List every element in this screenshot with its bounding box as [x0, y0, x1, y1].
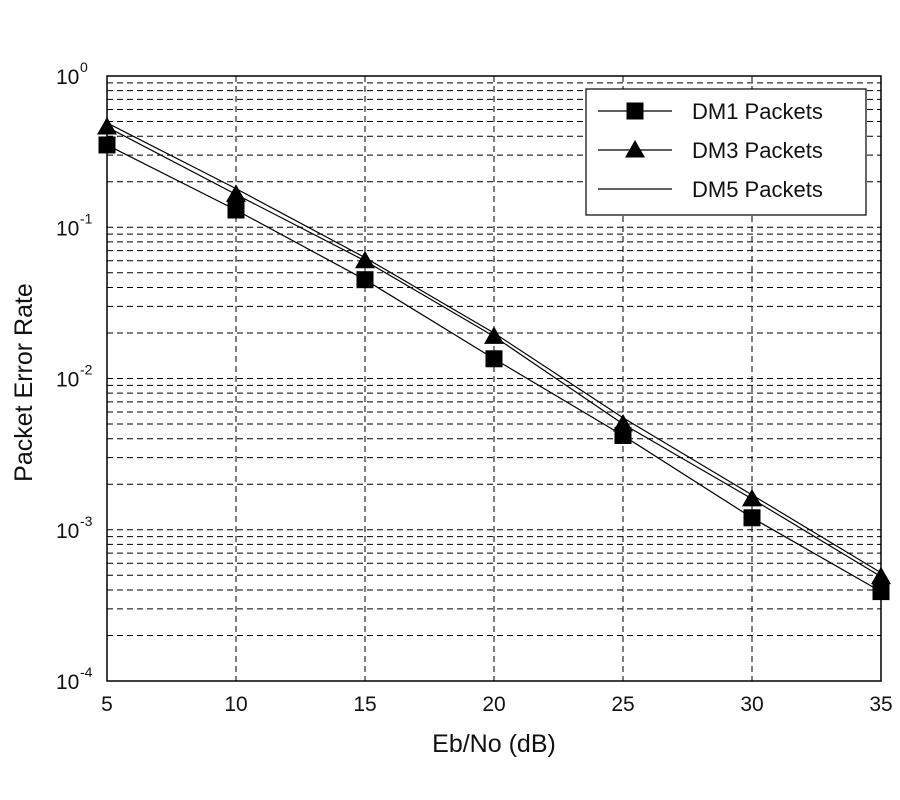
x-tick-label: 35 — [869, 693, 892, 716]
y-tick-exponent: -4 — [80, 664, 93, 680]
data-point-triangle — [355, 250, 375, 269]
series-3 — [106, 122, 882, 574]
data-point-triangle — [226, 184, 246, 202]
y-tick-label: 10 -4 — [56, 664, 93, 694]
data-point-triangle — [871, 566, 891, 585]
data-point-triangle — [484, 326, 504, 344]
legend: DM1 Packets DM3 Packets DM5 Packets — [585, 88, 867, 216]
x-tick-labels: 5 10 15 20 25 30 35 — [101, 693, 893, 716]
legend-marker-square — [626, 102, 644, 120]
x-tick-label: 20 — [482, 693, 505, 716]
legend-item: DM3 Packets — [598, 138, 823, 163]
x-tick-label: 5 — [101, 693, 113, 716]
x-axis-label: Eb/No (dB) — [432, 730, 556, 758]
x-tick-label: 25 — [611, 693, 634, 716]
y-tick-exponent: -3 — [80, 513, 93, 529]
plot-frame — [106, 75, 882, 682]
y-tick-label: 10 0 — [56, 59, 88, 89]
series-2 — [97, 117, 891, 585]
legend-label: DM5 Packets — [692, 177, 823, 202]
legend-label: DM3 Packets — [692, 138, 823, 163]
grid — [107, 76, 881, 681]
data-point-square — [872, 583, 890, 601]
y-axis-label: Packet Error Rate — [10, 283, 38, 482]
data-point-square — [485, 350, 503, 368]
data-point-triangle — [742, 488, 762, 507]
y-tick-base: 10 — [56, 369, 79, 392]
y-tick-exponent: 0 — [80, 59, 88, 75]
data-point-square — [743, 509, 761, 527]
y-tick-label: 10 -1 — [56, 210, 93, 240]
series-layer — [97, 117, 891, 601]
data-point-square — [356, 271, 374, 289]
data-point-square — [98, 136, 116, 154]
data-point-triangle — [97, 117, 117, 135]
legend-marker-triangle — [625, 140, 645, 158]
data-point-square — [227, 201, 245, 219]
y-tick-base: 10 — [56, 217, 79, 240]
y-tick-exponent: -2 — [80, 362, 93, 378]
y-tick-base: 10 — [56, 671, 79, 694]
legend-item: DM5 Packets — [598, 177, 823, 202]
legend-label: DM1 Packets — [692, 99, 823, 124]
y-tick-exponent: -1 — [80, 210, 93, 226]
legend-item: DM1 Packets — [598, 99, 823, 124]
y-tick-base: 10 — [56, 66, 79, 89]
x-tick-label: 30 — [740, 693, 763, 716]
series-line — [106, 122, 882, 574]
x-tick-label: 15 — [353, 693, 376, 716]
data-point-triangle — [613, 414, 633, 432]
y-tick-label: 10 -2 — [56, 362, 93, 392]
x-tick-label: 10 — [224, 693, 247, 716]
y-tick-label: 10 -3 — [56, 513, 93, 543]
y-tick-base: 10 — [56, 520, 79, 543]
